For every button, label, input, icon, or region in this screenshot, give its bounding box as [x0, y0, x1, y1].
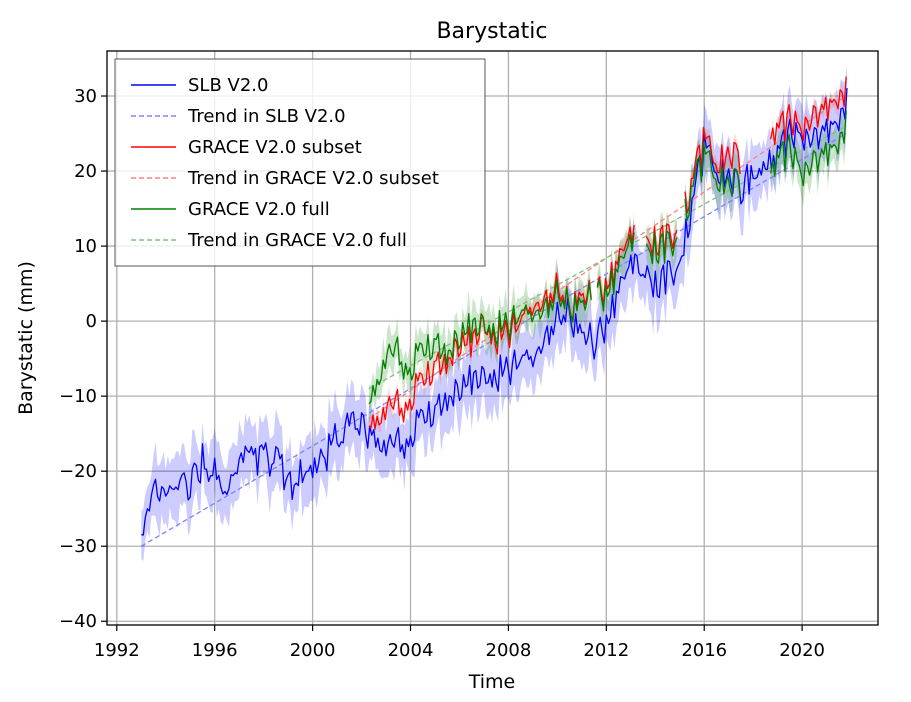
plot-frame: [106, 50, 879, 626]
legend-label: GRACE V2.0 full: [188, 199, 330, 220]
y-tick-label: −20: [59, 461, 97, 482]
series-4-line: [770, 110, 847, 187]
series-5-trend-line: [368, 125, 847, 390]
chart-title: Barystatic: [436, 19, 547, 44]
x-tick-label: 2020: [779, 640, 825, 661]
legend-label: Trend in SLB V2.0: [187, 106, 346, 127]
series-2-line: [684, 126, 741, 214]
legend-label: GRACE V2.0 subset: [188, 137, 362, 158]
trend-lines: [140, 95, 847, 547]
legend-box: [114, 58, 486, 267]
x-tick-label: 2008: [486, 640, 532, 661]
legend-label: Trend in GRACE V2.0 full: [187, 230, 407, 251]
x-tick-label: 1996: [192, 640, 238, 661]
series-2-line: [645, 223, 678, 257]
series-4-uncertainty-band: [368, 256, 592, 424]
x-tick-label: 2004: [388, 640, 434, 661]
series-1-trend-line: [140, 132, 847, 547]
x-tick-label: 1992: [94, 640, 140, 661]
legend-label: SLB V2.0: [188, 75, 268, 96]
x-tick-label: 2016: [681, 640, 727, 661]
legend: SLB V2.0 Trend in SLB V2.0 GRACE V2.0 subs…: [114, 58, 486, 267]
x-tick-label: 2012: [583, 640, 629, 661]
series-0-uncertainty-band: [141, 64, 848, 562]
y-tick-label: 20: [74, 161, 97, 182]
x-tick-label: 2000: [290, 640, 336, 661]
series-4-line: [645, 230, 678, 265]
series-0-line: [141, 87, 848, 536]
y-tick-label: 30: [74, 86, 97, 107]
y-tick-label: −10: [59, 386, 97, 407]
y-axis-ticks: −40 −30 −20 −10 0 10 20 30: [59, 86, 107, 632]
legend-label: Trend in GRACE V2.0 subset: [187, 168, 439, 189]
series-4-uncertainty-band: [685, 124, 741, 240]
x-axis-ticks: 1992 1996 2000 2004 2008 2012 2016 2020: [94, 625, 825, 661]
y-tick-label: 10: [74, 236, 97, 257]
series-4-line: [684, 141, 741, 221]
y-tick-label: −30: [59, 536, 97, 557]
series-4-line: [368, 279, 592, 405]
x-axis-label: Time: [468, 671, 516, 693]
y-axis-label: Barystatic (mm): [15, 261, 37, 415]
series-lines: [141, 76, 848, 536]
y-tick-label: 0: [86, 311, 97, 332]
y-tick-label: −40: [59, 611, 97, 632]
series-4-line: [596, 232, 635, 312]
series-2-line: [770, 76, 847, 146]
